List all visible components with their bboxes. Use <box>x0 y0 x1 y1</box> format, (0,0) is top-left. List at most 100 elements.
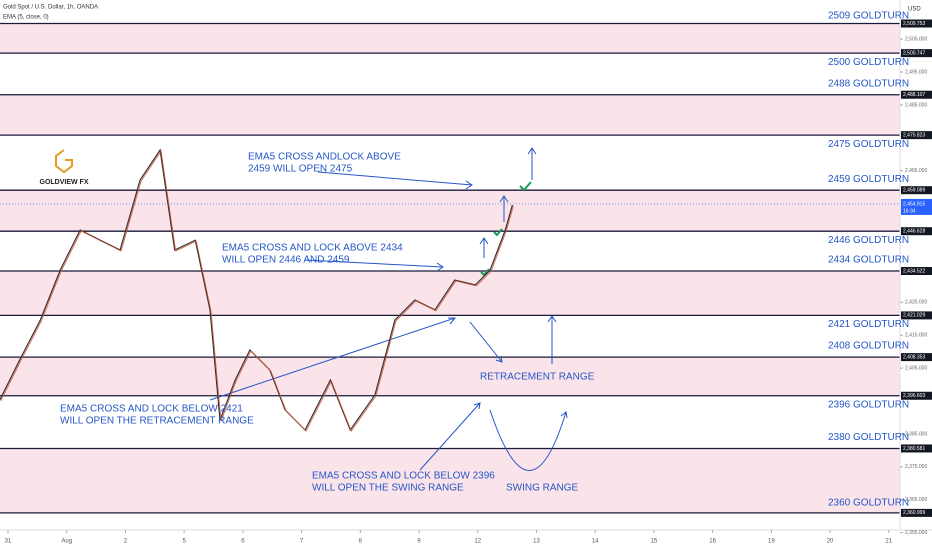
y-tick-label: 2,425.000 <box>905 300 927 306</box>
level-price-label: 2,380.581 <box>903 446 925 452</box>
y-tick-label: 2,505.000 <box>905 36 927 42</box>
level-name: 2488 GOLDTURN <box>828 78 909 89</box>
level-price-box <box>901 267 932 276</box>
arrow <box>547 315 557 364</box>
x-tick-label: 8 <box>359 539 363 545</box>
currency: USD <box>908 7 921 13</box>
level-price-label: 2,488.107 <box>903 92 925 98</box>
current-price-label: 2,454.915 <box>903 201 925 207</box>
x-tick-label: Aug <box>61 539 72 545</box>
x-tick-label: 5 <box>182 539 186 545</box>
arrow <box>469 321 503 363</box>
x-tick-label: 20 <box>827 539 834 545</box>
y-tick-label: 2,375.000 <box>905 464 927 470</box>
level-band <box>0 357 900 396</box>
level-band <box>0 94 900 136</box>
logo: GOLDVIEW FX <box>40 149 89 186</box>
level-name: 2421 GOLDTURN <box>828 319 909 330</box>
y-tick-label: 2,485.000 <box>905 102 927 108</box>
arrow <box>209 317 457 401</box>
level-name: 2500 GOLDTURN <box>828 57 909 68</box>
level-price-box <box>901 353 932 362</box>
annotation: EMA5 CROSS AND LOCK BELOW 2421 <box>60 404 243 415</box>
level-name: 2446 GOLDTURN <box>828 235 909 246</box>
checkmark <box>493 228 503 237</box>
price-line <box>0 148 513 432</box>
x-tick-label: 16 <box>709 539 716 545</box>
annotation: EMA5 CROSS AND LOCK BELOW 2396 <box>312 471 495 482</box>
arrow <box>527 147 537 180</box>
annotation: RETRACEMENT RANGE <box>480 372 595 383</box>
level-name: 2396 GOLDTURN <box>828 399 909 410</box>
y-tick-label: 2,405.000 <box>905 365 927 371</box>
arrow <box>499 195 509 222</box>
logo-icon <box>55 149 73 174</box>
arrow <box>419 402 481 471</box>
x-tick-label: 19 <box>768 539 775 545</box>
level-price-label: 2,396.603 <box>903 393 925 399</box>
y-tick-label: 2,415.000 <box>905 333 927 339</box>
arrow <box>304 259 444 272</box>
level-price-label: 2,434.522 <box>903 268 925 274</box>
y-tick-label: 2,495.000 <box>905 69 927 75</box>
annotation: 2459 WILL OPEN 2475 <box>248 164 353 175</box>
arrow <box>479 237 489 258</box>
level-price-box <box>901 49 932 58</box>
level-price-label: 2,475.823 <box>903 132 925 138</box>
checkmark <box>480 268 490 277</box>
ema-line <box>0 149 514 432</box>
x-tick-label: 2 <box>124 539 128 545</box>
y-tick-label: 2,365.000 <box>905 497 927 503</box>
x-tick-label: 6 <box>241 539 245 545</box>
level-price-label: 2,509.753 <box>903 21 925 27</box>
level-price-box <box>901 227 932 236</box>
indicator: EMA (5, close, 0) <box>3 15 49 21</box>
level-price-box <box>901 131 932 140</box>
checkmark <box>519 181 532 192</box>
x-tick-label: 9 <box>417 539 421 545</box>
annotation: SWING RANGE <box>506 483 579 494</box>
level-price-box <box>901 508 932 517</box>
x-tick-label: 12 <box>474 539 481 545</box>
level-name: 2509 GOLDTURN <box>828 11 909 22</box>
level-price-box <box>901 391 932 400</box>
arrow <box>489 409 568 471</box>
current-price-box <box>901 198 932 215</box>
annotation: WILL OPEN 2446 AND 2459 <box>222 255 350 266</box>
level-price-label: 2,446.628 <box>903 229 925 235</box>
level-price-box <box>901 90 932 99</box>
level-name: 2380 GOLDTURN <box>828 432 909 443</box>
countdown: 16:34 <box>903 208 916 214</box>
x-tick-label: 13 <box>533 539 540 545</box>
level-band <box>0 271 900 316</box>
level-band <box>0 190 900 232</box>
level-name: 2434 GOLDTURN <box>828 255 909 266</box>
level-band <box>0 448 900 513</box>
level-name: 2475 GOLDTURN <box>828 139 909 150</box>
annotation: EMA5 CROSS AND LOCK ABOVE 2434 <box>222 243 403 254</box>
y-tick-label: 2,465.000 <box>905 168 927 174</box>
level-name: 2408 GOLDTURN <box>828 341 909 352</box>
level-price-box <box>901 444 932 453</box>
chart-title: Gold Spot / U.S. Dollar, 1h, OANDA <box>3 5 98 11</box>
y-tick-label: 2,355.000 <box>905 530 927 536</box>
x-tick-label: 14 <box>592 539 599 545</box>
level-name: 2360 GOLDTURN <box>828 498 909 509</box>
annotation: WILL OPEN THE SWING RANGE <box>312 483 464 494</box>
level-band <box>0 23 900 54</box>
annotation: WILL OPEN THE RETRACEMENT RANGE <box>60 416 254 427</box>
level-price-label: 2,500.747 <box>903 50 925 56</box>
level-price-box <box>901 311 932 320</box>
level-price-box <box>901 19 932 28</box>
x-tick-label: 21 <box>885 539 892 545</box>
x-tick-label: 15 <box>651 539 658 545</box>
logo-text: GOLDVIEW FX <box>40 179 89 186</box>
level-name: 2459 GOLDTURN <box>828 174 909 185</box>
level-price-label: 2,459.089 <box>903 188 925 194</box>
level-price-label: 2,360.999 <box>903 510 925 516</box>
checkmarks <box>480 181 532 277</box>
level-price-label: 2,408.353 <box>903 354 925 360</box>
arrows <box>209 147 568 471</box>
x-tick-label: 31 <box>5 539 12 545</box>
